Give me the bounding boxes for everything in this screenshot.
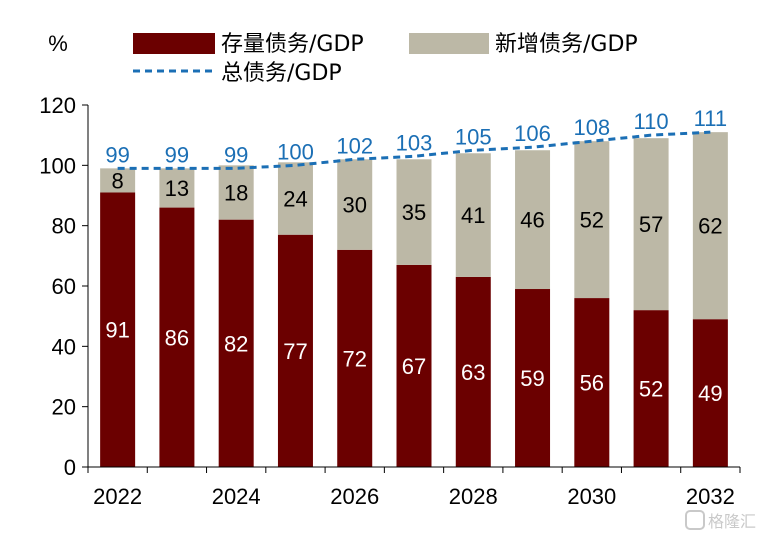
x-tick-label: 2028 (449, 484, 498, 509)
bar-stock-debt (337, 249, 373, 467)
x-tick-label: 2032 (686, 484, 735, 509)
bar-stock-debt (396, 264, 432, 467)
bar-stock-debt-label: 59 (520, 366, 544, 391)
bar-new-debt-label: 13 (165, 176, 189, 201)
bar-stock-debt-label: 72 (342, 346, 366, 371)
y-tick-label: 80 (52, 214, 76, 239)
bar-stock-debt-label: 82 (224, 331, 248, 356)
y-tick-label: 120 (39, 93, 76, 118)
bar-new-debt (277, 162, 313, 235)
total-debt-label: 100 (277, 139, 314, 164)
bar-stock-debt-label: 56 (580, 371, 604, 396)
x-tick-label: 2030 (567, 484, 616, 509)
bar-new-debt (633, 138, 669, 311)
bar-stock-debt (100, 192, 136, 467)
y-tick-label: 20 (52, 395, 76, 420)
x-tick-label: 2022 (93, 484, 142, 509)
total-debt-label: 102 (336, 133, 373, 158)
total-debt-label: 103 (396, 130, 433, 155)
legend-label-total-debt: 总债务/GDP (221, 61, 342, 86)
bar-stock-debt (574, 298, 610, 467)
bar-new-debt-label: 30 (342, 193, 366, 218)
total-debt-label: 111 (694, 106, 727, 131)
bar-stock-debt (159, 207, 195, 468)
bar-new-debt (337, 159, 373, 250)
bar-new-debt-label: 24 (283, 187, 307, 212)
total-debt-label: 105 (455, 124, 492, 149)
total-debt-label: 99 (165, 142, 189, 167)
bar-new-debt (100, 168, 136, 193)
bar-new-debt (159, 168, 195, 208)
legend-label-new-debt: 新增债务/GDP (495, 32, 638, 57)
total-debt-label: 99 (224, 142, 248, 167)
watermark-text: 格隆汇 (708, 512, 756, 531)
bar-new-debt (218, 165, 254, 220)
bar-stock-debt-label: 91 (105, 318, 129, 343)
bar-new-debt (396, 159, 432, 265)
bar-new-debt-label: 35 (402, 200, 426, 225)
bar-stock-debt-label: 52 (639, 377, 663, 402)
bar-new-debt-label: 41 (461, 203, 485, 228)
bar-stock-debt-label: 86 (165, 325, 189, 350)
bar-stock-debt-label: 67 (402, 354, 426, 379)
legend-label-stock-debt: 存量债务/GDP (221, 32, 364, 57)
y-tick-label: 0 (64, 455, 76, 480)
bar-new-debt (692, 132, 728, 320)
total-debt-line (117, 130, 711, 170)
total-debt-label: 110 (634, 109, 669, 134)
watermark: 格隆汇 (685, 510, 756, 531)
bar-new-debt-label: 52 (580, 208, 604, 233)
watermark-logo-icon (685, 510, 705, 530)
bar-new-debt-label: 62 (698, 214, 722, 239)
legend-swatch-stock-debt (133, 33, 215, 54)
bar-new-debt-label: 18 (224, 180, 248, 205)
bar-stock-debt (218, 219, 254, 467)
bar-stock-debt (277, 234, 313, 467)
total-debt-label: 99 (105, 142, 129, 167)
x-tick-label: 2024 (212, 484, 261, 509)
total-debt-label: 108 (573, 115, 610, 140)
y-tick-label: 40 (52, 334, 76, 359)
y-tick-label: 60 (52, 274, 76, 299)
bar-stock-debt (515, 289, 551, 467)
y-axis-unit-label: % (48, 31, 68, 56)
bar-stock-debt (455, 276, 491, 467)
bar-new-debt (455, 153, 491, 277)
y-tick-label: 100 (39, 153, 76, 178)
bar-new-debt (515, 150, 551, 290)
bar-stock-debt-label: 77 (283, 339, 307, 364)
bar-stock-debt-label: 63 (461, 360, 485, 385)
total-debt-label: 106 (514, 121, 551, 146)
bar-stock-debt (633, 310, 669, 467)
legend-swatch-new-debt (409, 33, 489, 54)
bar-stock-debt (692, 319, 728, 467)
bar-new-debt (574, 141, 610, 299)
bar-stock-debt-label: 49 (698, 381, 722, 406)
x-tick-label: 2026 (330, 484, 379, 509)
bar-new-debt-label: 46 (520, 208, 544, 233)
bar-new-debt-label: 8 (112, 168, 124, 193)
bar-new-debt-label: 57 (639, 212, 663, 237)
